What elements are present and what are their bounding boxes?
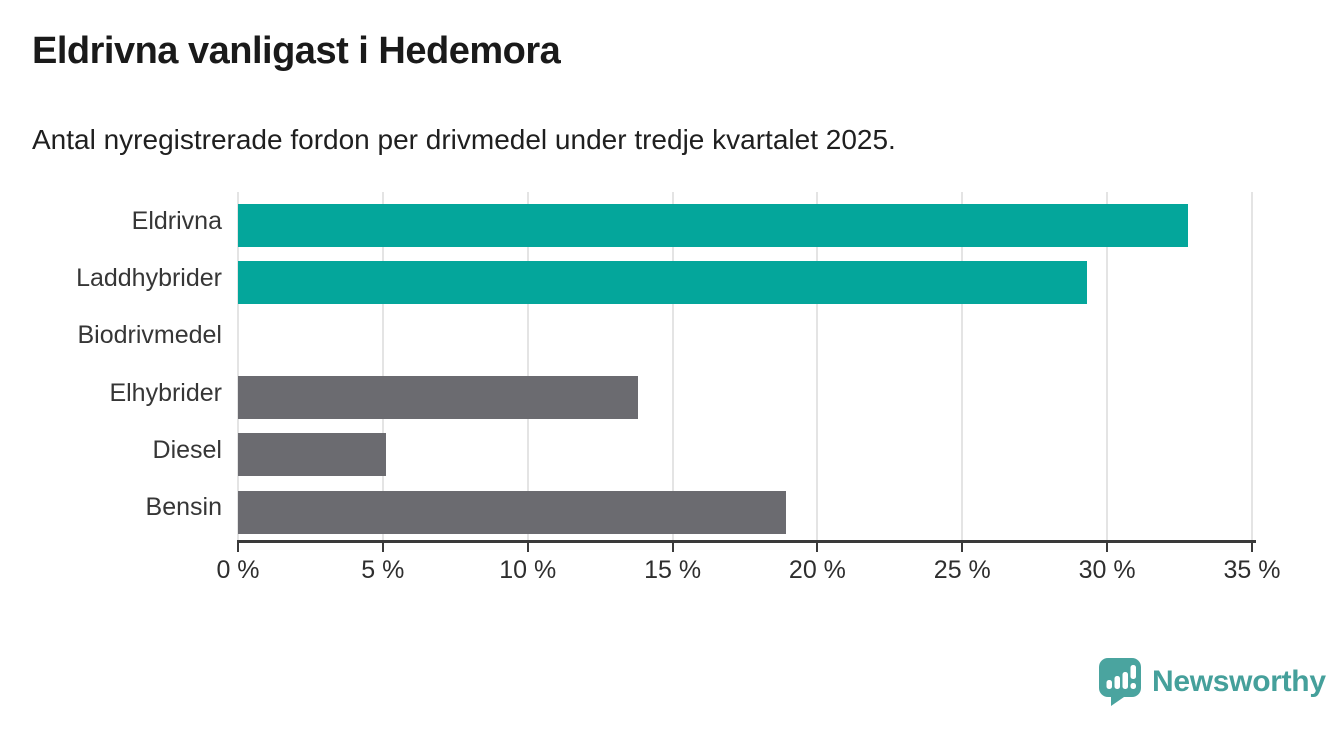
x-axis-tick [961,543,964,552]
category-label: Laddhybrider [76,263,222,292]
x-axis-tick [1251,543,1253,552]
category-label: Bensin [145,493,222,522]
gridline [671,192,674,540]
bar-elhybrider [238,375,638,419]
chart-subtitle: Antal nyregistrerade fordon per drivmede… [32,124,896,155]
newsworthy-logo-icon [1099,658,1141,706]
x-axis-tick-label: 25 % [933,556,991,584]
bar-laddhybrider [238,261,1087,305]
category-label: Eldrivna [131,206,222,235]
x-axis-tick-label: 0 % [216,556,260,584]
x-axis-tick-label: 5 % [361,556,405,584]
bar-bensin [238,490,786,534]
newsworthy-logo-text: Newsworthy [1152,665,1326,698]
x-axis-tick-label: 10 % [499,556,557,584]
bar-diesel [238,433,386,477]
x-axis-tick-label: 35 % [1223,556,1281,584]
newsworthy-branding: Newsworthy [1098,657,1326,707]
gridline [816,192,819,540]
x-axis-tick [1106,543,1109,552]
x-axis-tick-label: 30 % [1078,556,1136,584]
gridline [237,192,239,540]
category-label: Diesel [152,435,222,464]
x-axis-tick [816,543,819,552]
category-label: Elhybrider [109,378,222,407]
x-axis-tick-label: 20 % [788,556,846,584]
x-axis-tick-label: 15 % [644,556,702,584]
gridline [1251,192,1253,540]
category-label: Biodrivmedel [77,321,222,350]
bar-eldrivna [238,204,1189,247]
x-axis-line [237,540,1256,543]
x-axis-tick [526,543,529,552]
x-axis-tick [381,543,384,552]
gridline [526,192,529,540]
chart-title: Eldrivna vanligast i Hedemora [32,30,561,72]
x-axis-tick [237,543,239,552]
gridline [1106,192,1109,540]
gridline [961,192,964,540]
gridline [381,192,384,540]
x-axis-tick [671,543,674,552]
